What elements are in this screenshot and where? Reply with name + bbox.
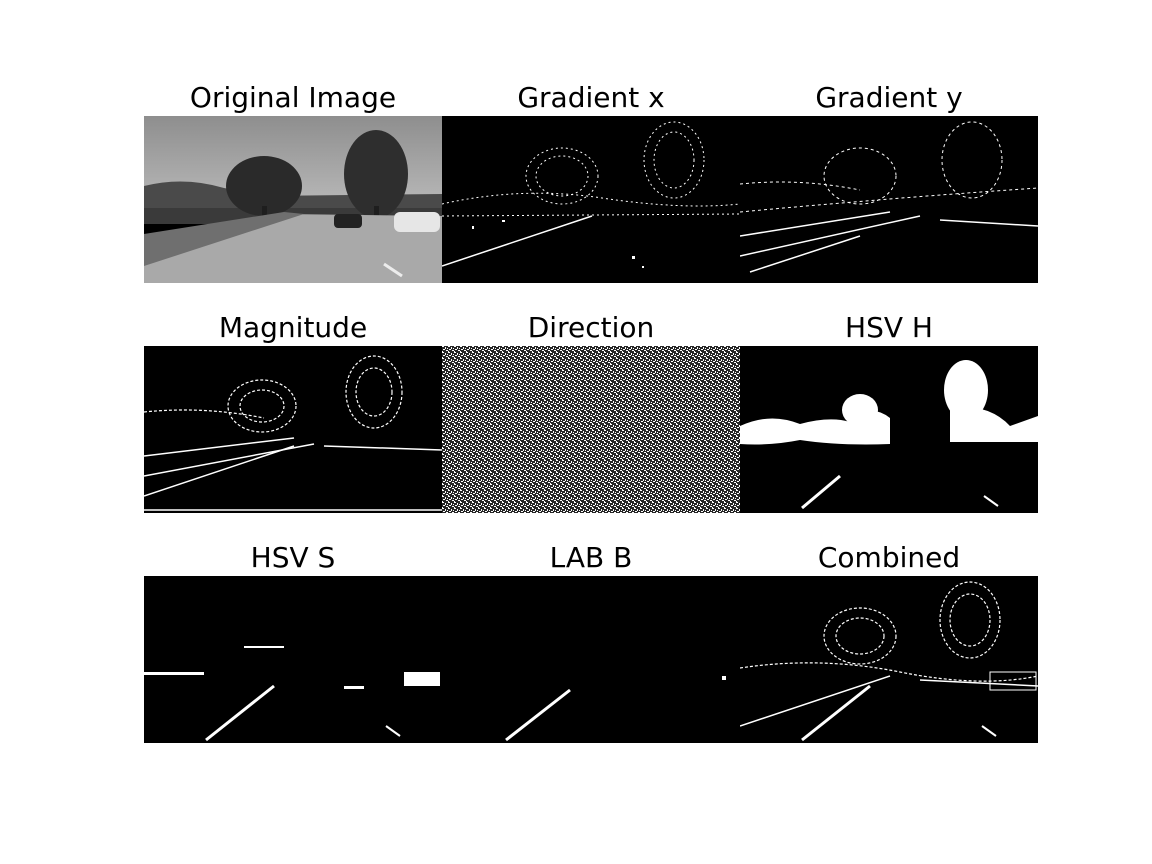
panel-title-hsv-s: HSV S bbox=[250, 541, 336, 574]
panel-title-combined: Combined bbox=[817, 541, 961, 574]
original-image-panel bbox=[144, 116, 442, 283]
panel-title-original: Original Image bbox=[189, 81, 397, 114]
hsv-h-graphic bbox=[740, 360, 1038, 510]
panel-title-gradient-x: Gradient x bbox=[517, 81, 665, 114]
gradient-y-graphic bbox=[740, 121, 1038, 273]
original-image-graphic bbox=[144, 116, 442, 283]
panel-title-hsv-h: HSV H bbox=[845, 311, 933, 344]
panel-title-magnitude: Magnitude bbox=[218, 311, 368, 344]
magnitude-panel bbox=[144, 346, 442, 513]
direction-graphic bbox=[442, 346, 740, 513]
lab-b-graphic bbox=[505, 676, 726, 742]
panel-title-direction: Direction bbox=[527, 311, 655, 344]
hsv-s-graphic bbox=[144, 646, 440, 742]
combined-graphic bbox=[740, 581, 1038, 742]
lab-b-panel bbox=[442, 576, 740, 743]
combined-panel bbox=[740, 576, 1038, 743]
gradient-x-graphic bbox=[442, 121, 740, 268]
gradient-x-panel bbox=[442, 116, 740, 283]
hsv-h-panel bbox=[740, 346, 1038, 513]
gradient-y-panel bbox=[740, 116, 1038, 283]
direction-panel bbox=[442, 346, 740, 513]
hsv-s-panel bbox=[144, 576, 442, 743]
panel-title-lab-b: LAB B bbox=[549, 541, 633, 574]
magnitude-graphic bbox=[144, 355, 442, 511]
panel-title-gradient-y: Gradient y bbox=[815, 81, 963, 114]
